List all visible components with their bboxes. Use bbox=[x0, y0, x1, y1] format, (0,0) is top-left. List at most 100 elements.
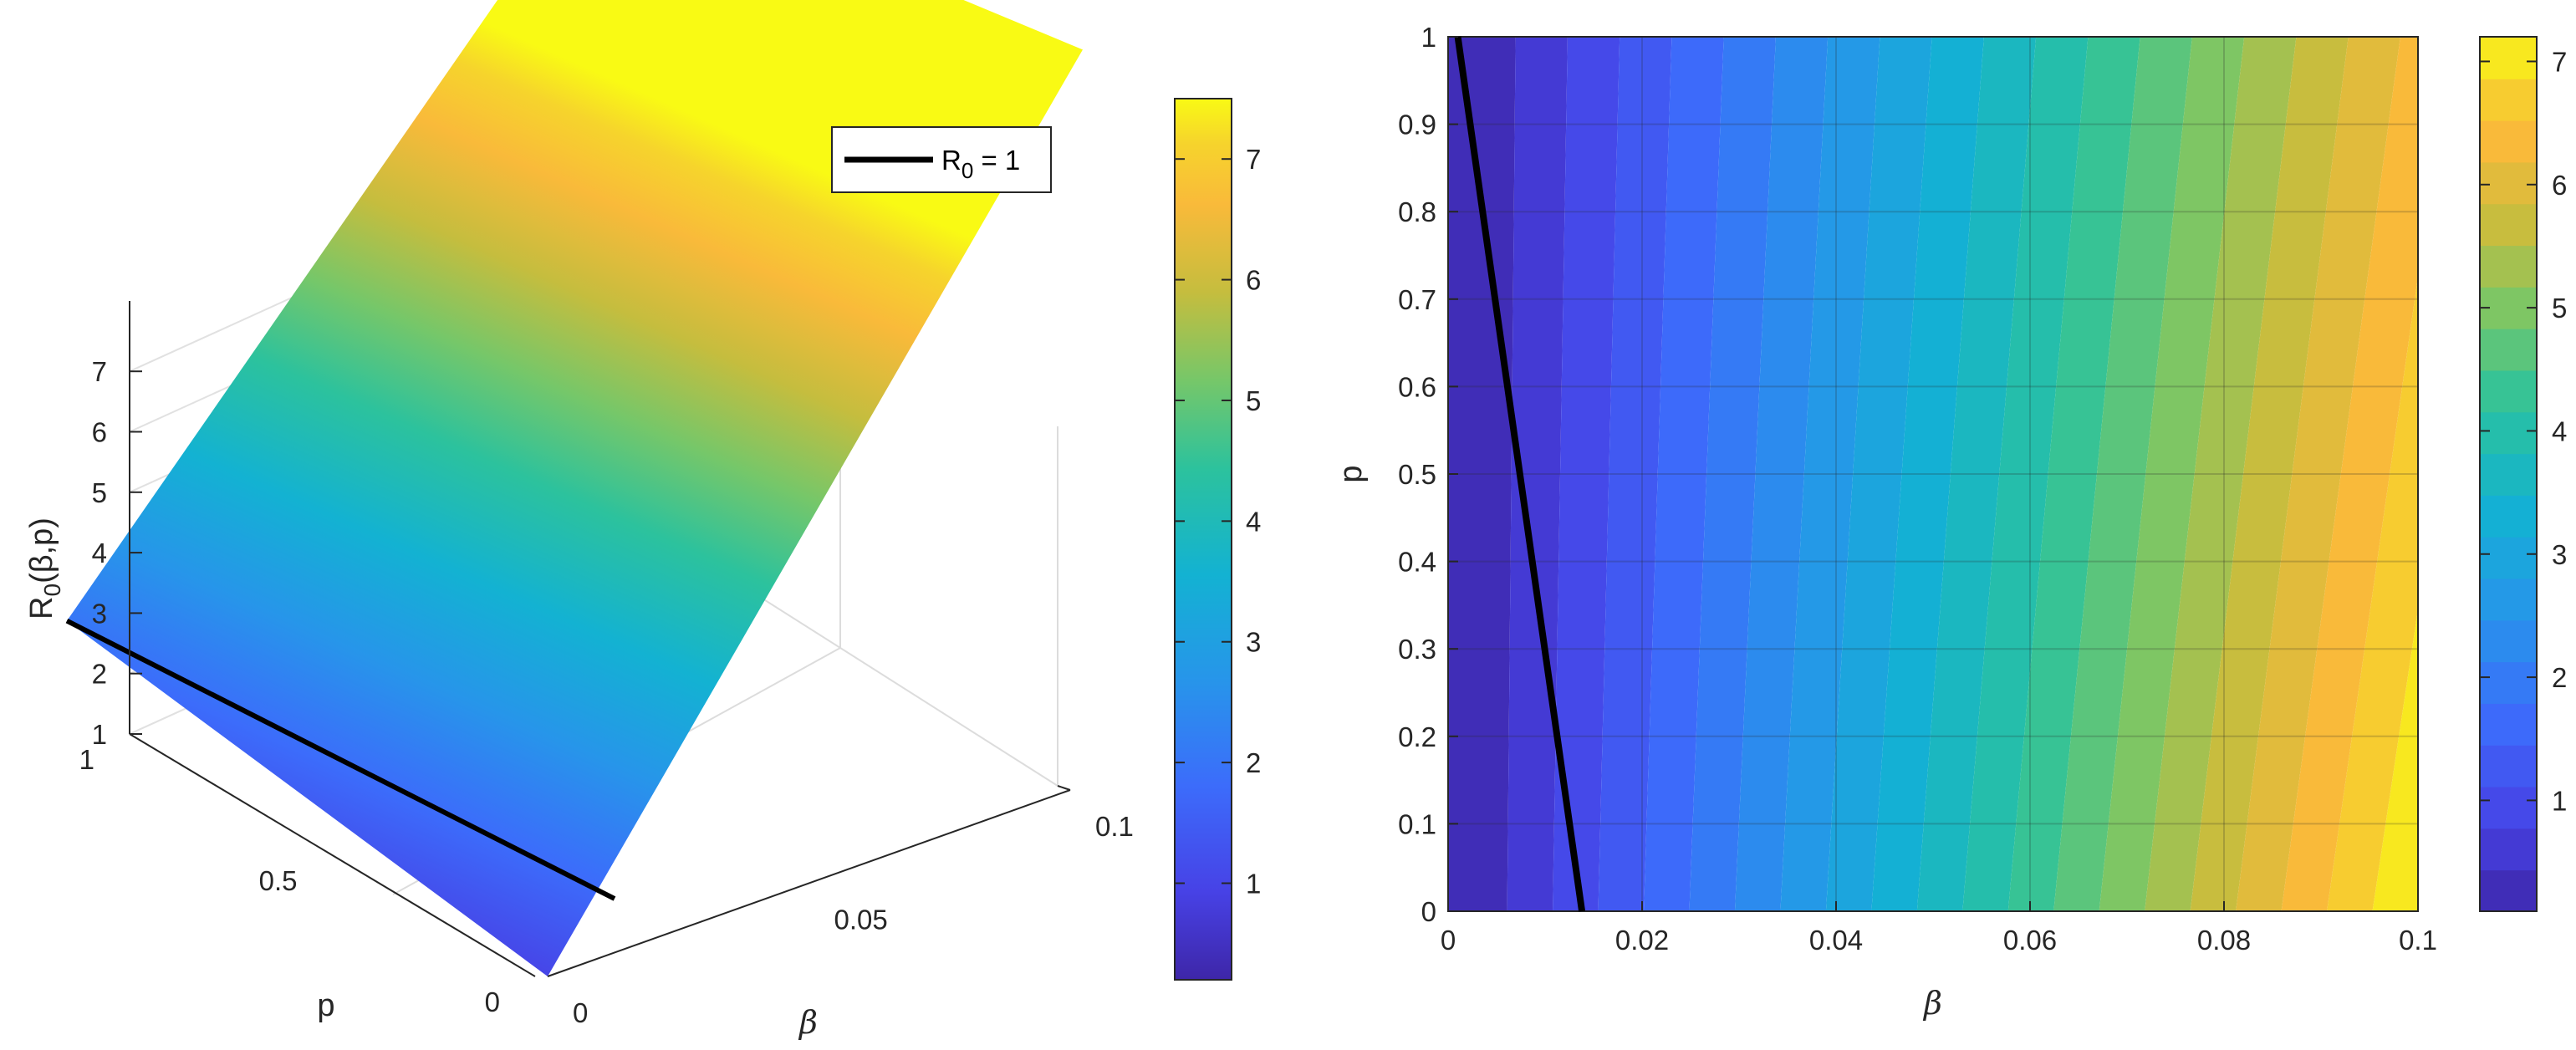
beta-tick-label: 0 bbox=[573, 997, 588, 1028]
p-axis-label: p bbox=[317, 988, 334, 1023]
colorbar-tick-label-2d: 1 bbox=[2552, 785, 2567, 816]
z-tick-label: 6 bbox=[92, 417, 107, 448]
colorbar-band bbox=[2480, 828, 2537, 871]
svg-text:R0 = 1: R0 = 1 bbox=[941, 145, 1020, 183]
contour-band bbox=[1598, 37, 1672, 911]
colorbar-tick-label-2d: 6 bbox=[2552, 170, 2567, 201]
contour-band bbox=[2281, 37, 2418, 911]
p-tick-label-2d: 0.1 bbox=[1398, 808, 1436, 839]
contour-band bbox=[1825, 37, 1932, 911]
colorbar-tick-label: 6 bbox=[1246, 265, 1261, 296]
z-tick-label: 1 bbox=[92, 719, 107, 750]
r0-equals-1-line bbox=[65, 618, 616, 901]
p-tick-label-2d: 0.6 bbox=[1398, 371, 1436, 402]
beta-tick-label-2d: 0.06 bbox=[2003, 925, 2057, 956]
colorbar-left: 1 2 3 4 5 6 7 bbox=[1174, 98, 1261, 981]
colorbar-band bbox=[2480, 578, 2537, 621]
contour-band bbox=[1780, 37, 1880, 911]
p-axis-label-2d: p bbox=[1334, 465, 1369, 482]
p-tick-label-2d: 0.9 bbox=[1398, 110, 1436, 140]
beta-tick-label-2d: 0.04 bbox=[1809, 925, 1863, 956]
contour-band bbox=[2099, 37, 2245, 911]
colorbar-band bbox=[2480, 661, 2537, 704]
p-tick-label: 1 bbox=[79, 744, 94, 775]
p-axis-ticks-2d: 0 0.1 0.2 0.3 0.4 0.5 0.6 0.7 0.8 0.9 1 bbox=[1398, 22, 1458, 927]
colorbar-tick-label: 4 bbox=[1246, 506, 1261, 537]
legend: R0 = 1 bbox=[831, 126, 1052, 193]
colorbar-band bbox=[2480, 37, 2537, 79]
colorbar-tick-label: 2 bbox=[1246, 747, 1261, 778]
contour-band bbox=[1962, 37, 2089, 911]
contour-band bbox=[1689, 37, 1776, 911]
colorbar-band bbox=[2480, 619, 2537, 663]
z-tick-label: 5 bbox=[92, 477, 107, 508]
contour-band bbox=[2007, 37, 2140, 911]
z-tick-label: 3 bbox=[92, 598, 107, 629]
beta-axis-label: β bbox=[798, 1004, 818, 1041]
colorbar-band bbox=[2480, 411, 2537, 455]
p-tick-label-2d: 0 bbox=[1421, 896, 1436, 927]
colorbar-band bbox=[2480, 453, 2537, 496]
colorbar-tick-label-2d: 2 bbox=[2552, 662, 2567, 693]
colorbar-tick-label-2d: 3 bbox=[2552, 539, 2567, 570]
p-axis-ticks: 00.51 bbox=[79, 733, 536, 1017]
p-tick-label-2d: 0.3 bbox=[1398, 634, 1436, 665]
p-tick-label: 0.5 bbox=[259, 865, 298, 896]
beta-tick-label-2d: 0.02 bbox=[1615, 925, 1669, 956]
contour-band bbox=[1448, 37, 1516, 911]
p-tick-label: 0 bbox=[485, 986, 500, 1017]
p-tick-label-2d: 0.4 bbox=[1398, 547, 1436, 578]
p-tick-label-2d: 1 bbox=[1421, 22, 1436, 53]
p-tick-label-2d: 0.8 bbox=[1398, 196, 1436, 227]
colorbar-tick-label: 7 bbox=[1246, 144, 1261, 175]
colorbar-band bbox=[2480, 245, 2537, 288]
beta-tick-label-2d: 0 bbox=[1441, 925, 1456, 956]
colorbar-tick-label-2d: 4 bbox=[2552, 415, 2567, 446]
p-tick-label-2d: 0.2 bbox=[1398, 721, 1436, 752]
r0-surface bbox=[67, 0, 1083, 976]
r0-equals-1-contour bbox=[1454, 36, 1586, 912]
colorbar-band bbox=[2480, 786, 2537, 829]
contour-band bbox=[1871, 37, 1984, 911]
z-axis-label: R0(β,p) bbox=[24, 517, 65, 619]
colorbar-band bbox=[2480, 120, 2537, 163]
colorbar-tick-label: 3 bbox=[1246, 627, 1261, 658]
beta-tick-label: 0.1 bbox=[1095, 811, 1134, 842]
colorbar-tick-label: 5 bbox=[1246, 385, 1261, 416]
colorbar-band bbox=[2480, 370, 2537, 413]
contour-plot: 0 0.02 0.04 0.06 0.08 0.1 0 0.1 0.2 0.3 0.4 0.5 0.6… bbox=[1334, 22, 2567, 1022]
beta-tick-label-2d: 0.1 bbox=[2399, 925, 2437, 956]
beta-axis-label-2d: β bbox=[1922, 985, 1942, 1022]
z-tick-label: 2 bbox=[92, 659, 107, 690]
colorbar-band bbox=[2480, 78, 2537, 121]
colorbar-band bbox=[2480, 744, 2537, 788]
beta-tick-label-2d: 0.08 bbox=[2197, 925, 2251, 956]
z-axis-ticks: 1 2 3 4 5 6 7 bbox=[92, 301, 142, 750]
contour-band bbox=[2372, 609, 2418, 911]
colorbar-band bbox=[2480, 702, 2537, 746]
contour-band bbox=[1643, 37, 1724, 911]
z-tick-label: 4 bbox=[92, 538, 107, 568]
contour-band bbox=[1734, 37, 1829, 911]
colorbar-tick-label-2d: 7 bbox=[2552, 46, 2567, 77]
colorbar-tick-label-2d: 5 bbox=[2552, 293, 2567, 324]
contour-band bbox=[2236, 37, 2400, 911]
p-tick-label-2d: 0.7 bbox=[1398, 284, 1436, 315]
colorbar-band bbox=[2480, 494, 2537, 538]
contour-band bbox=[1553, 37, 1620, 911]
contour-band bbox=[2190, 37, 2349, 911]
beta-axis-ticks-2d: 0 0.02 0.04 0.06 0.08 0.1 bbox=[1441, 901, 2437, 956]
colorbar-right: 1 2 3 4 5 6 7 bbox=[2479, 36, 2567, 912]
contour-band bbox=[2327, 277, 2418, 911]
contour-band bbox=[1916, 37, 2037, 911]
beta-tick-label: 0.05 bbox=[834, 905, 888, 935]
colorbar-band bbox=[2480, 203, 2537, 247]
contour-band bbox=[2053, 37, 2192, 911]
colorbar-band bbox=[2480, 536, 2537, 579]
colorbar-band bbox=[2480, 161, 2537, 205]
colorbar-tick-label: 1 bbox=[1246, 868, 1261, 899]
z-tick-label: 7 bbox=[92, 356, 107, 387]
beta-axis-ticks: 0 0.05 0.1 bbox=[547, 785, 1134, 1028]
